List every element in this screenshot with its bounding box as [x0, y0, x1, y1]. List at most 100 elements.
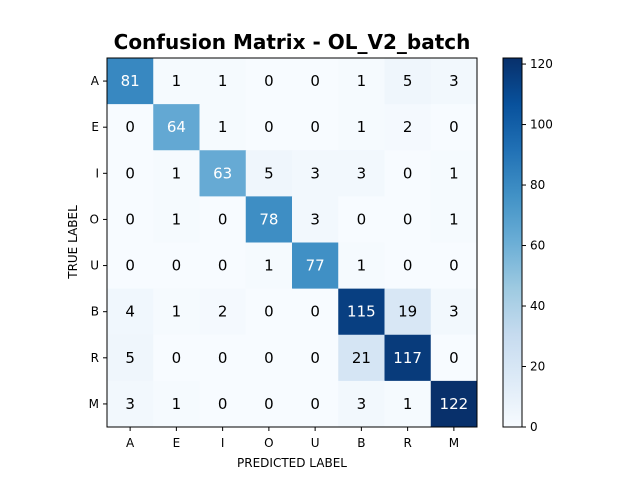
- cell-value-label: 2: [403, 118, 413, 136]
- heatmap-cell-E-A: [107, 104, 154, 151]
- colorbar: [502, 57, 523, 428]
- x-tick-label: R: [403, 436, 411, 450]
- cell-value-labels: 81 1 1 0 0 1 5 3 0 64 1 0 0 1 2 0 0 1 63 5 3 3 0 1 0 1 0 78 3 0 0 1 0 0 0 1…: [121, 72, 469, 413]
- heatmap-cell-I-E: [153, 150, 200, 197]
- cell-value-label: 1: [172, 210, 182, 228]
- heatmap-cells: [107, 58, 478, 428]
- heatmap-cell-B-E: [153, 288, 200, 336]
- heatmap-cell-R-R: [384, 334, 432, 382]
- heatmap-cell-I-M: [430, 150, 478, 197]
- cell-value-label: 0: [264, 118, 274, 136]
- heatmap-cell-E-M: [430, 104, 478, 151]
- heatmap-cell-I-I: [199, 150, 247, 197]
- cell-value-label: 0: [403, 164, 413, 182]
- cell-value-label: 5: [403, 72, 413, 90]
- heatmap-cell-E-E: [153, 104, 200, 151]
- colorbar-ticks: 0 20 40 60 80 100 120: [522, 57, 553, 434]
- cell-value-label: 21: [352, 349, 371, 367]
- heatmap-cell-M-O: [245, 380, 293, 428]
- cell-value-label: 1: [449, 210, 459, 228]
- heatmap-cell-O-E: [153, 196, 200, 243]
- y-axis-ticks: A E I O U B R M: [89, 74, 107, 411]
- heatmap-cell-M-B: [338, 380, 385, 428]
- plot-frame: [106, 57, 478, 428]
- heatmap-cell-I-R: [384, 150, 432, 197]
- x-tick-label: M: [449, 436, 459, 450]
- heatmap-cell-I-B: [338, 150, 385, 197]
- heatmap-cell-A-M: [430, 58, 478, 105]
- cell-value-label: 3: [357, 164, 367, 182]
- colorbar-tick-label: 120: [530, 57, 553, 71]
- cell-value-label: 3: [310, 210, 320, 228]
- y-tick-label: A: [91, 74, 100, 88]
- heatmap-cell-B-O: [245, 288, 293, 336]
- heatmap-cell-U-M: [430, 242, 478, 290]
- heatmap-cell-E-O: [245, 104, 293, 151]
- x-tick-label: U: [311, 436, 320, 450]
- cell-value-label: 3: [357, 395, 367, 413]
- cell-value-label: 1: [357, 118, 367, 136]
- heatmap-cell-B-U: [292, 288, 339, 336]
- heatmap-cell-M-E: [153, 380, 200, 428]
- heatmap-cell-U-R: [384, 242, 432, 290]
- cell-value-label: 122: [440, 395, 469, 413]
- heatmap-cell-M-I: [199, 380, 247, 428]
- heatmap-cell-R-A: [107, 334, 154, 382]
- cell-value-label: 2: [218, 303, 228, 321]
- heatmap-cell-O-O: [245, 196, 293, 243]
- heatmap-cell-O-R: [384, 196, 432, 243]
- heatmap-cell-R-I: [199, 334, 247, 382]
- cell-value-label: 1: [172, 164, 182, 182]
- heatmap-cell-M-M: [430, 380, 478, 428]
- cell-value-label: 0: [264, 395, 274, 413]
- colorbar-tick-label: 80: [530, 178, 545, 192]
- heatmap-cell-A-U: [292, 58, 339, 105]
- heatmap-cell-R-O: [245, 334, 293, 382]
- heatmap-cell-A-A: [107, 58, 154, 105]
- heatmap-cell-M-R: [384, 380, 432, 428]
- heatmap-cell-I-A: [107, 150, 154, 197]
- cell-value-label: 0: [264, 303, 274, 321]
- cell-value-label: 0: [449, 118, 459, 136]
- cell-value-label: 3: [310, 164, 320, 182]
- cell-value-label: 0: [449, 349, 459, 367]
- heatmap-cell-M-A: [107, 380, 154, 428]
- heatmap-cell-R-E: [153, 334, 200, 382]
- cell-value-label: 1: [357, 72, 367, 90]
- x-tick-label: A: [126, 436, 135, 450]
- cell-value-label: 4: [125, 303, 135, 321]
- cell-value-label: 0: [357, 210, 367, 228]
- cell-value-label: 1: [218, 118, 228, 136]
- cell-value-label: 0: [218, 210, 228, 228]
- y-tick-label: B: [91, 305, 99, 319]
- y-tick-label: E: [91, 120, 99, 134]
- cell-value-label: 3: [125, 395, 135, 413]
- cell-value-label: 0: [403, 210, 413, 228]
- heatmap-cell-R-M: [430, 334, 478, 382]
- heatmap-cell-E-I: [199, 104, 247, 151]
- cell-value-label: 77: [306, 257, 325, 275]
- x-axis-label: PREDICTED LABEL: [237, 456, 347, 470]
- heatmap-cell-E-U: [292, 104, 339, 151]
- y-tick-label: O: [90, 212, 99, 226]
- cell-value-label: 0: [310, 395, 320, 413]
- colorbar-tick-label: 60: [530, 239, 545, 253]
- cell-value-label: 1: [218, 72, 228, 90]
- cell-value-label: 0: [172, 257, 182, 275]
- cell-value-label: 0: [172, 349, 182, 367]
- cell-value-label: 1: [449, 164, 459, 182]
- cell-value-label: 0: [310, 72, 320, 90]
- chart-title: Confusion Matrix - OL_V2_batch: [114, 30, 471, 54]
- heatmap-cell-A-E: [153, 58, 200, 105]
- heatmap-cell-E-B: [338, 104, 385, 151]
- heatmap-cell-U-U: [292, 242, 339, 290]
- heatmap-cell-M-U: [292, 380, 339, 428]
- heatmap-cell-I-U: [292, 150, 339, 197]
- cell-value-label: 0: [264, 349, 274, 367]
- y-tick-label: U: [90, 259, 99, 273]
- cell-value-label: 0: [403, 257, 413, 275]
- colorbar-tick-label: 40: [530, 299, 545, 313]
- heatmap-cell-U-E: [153, 242, 200, 290]
